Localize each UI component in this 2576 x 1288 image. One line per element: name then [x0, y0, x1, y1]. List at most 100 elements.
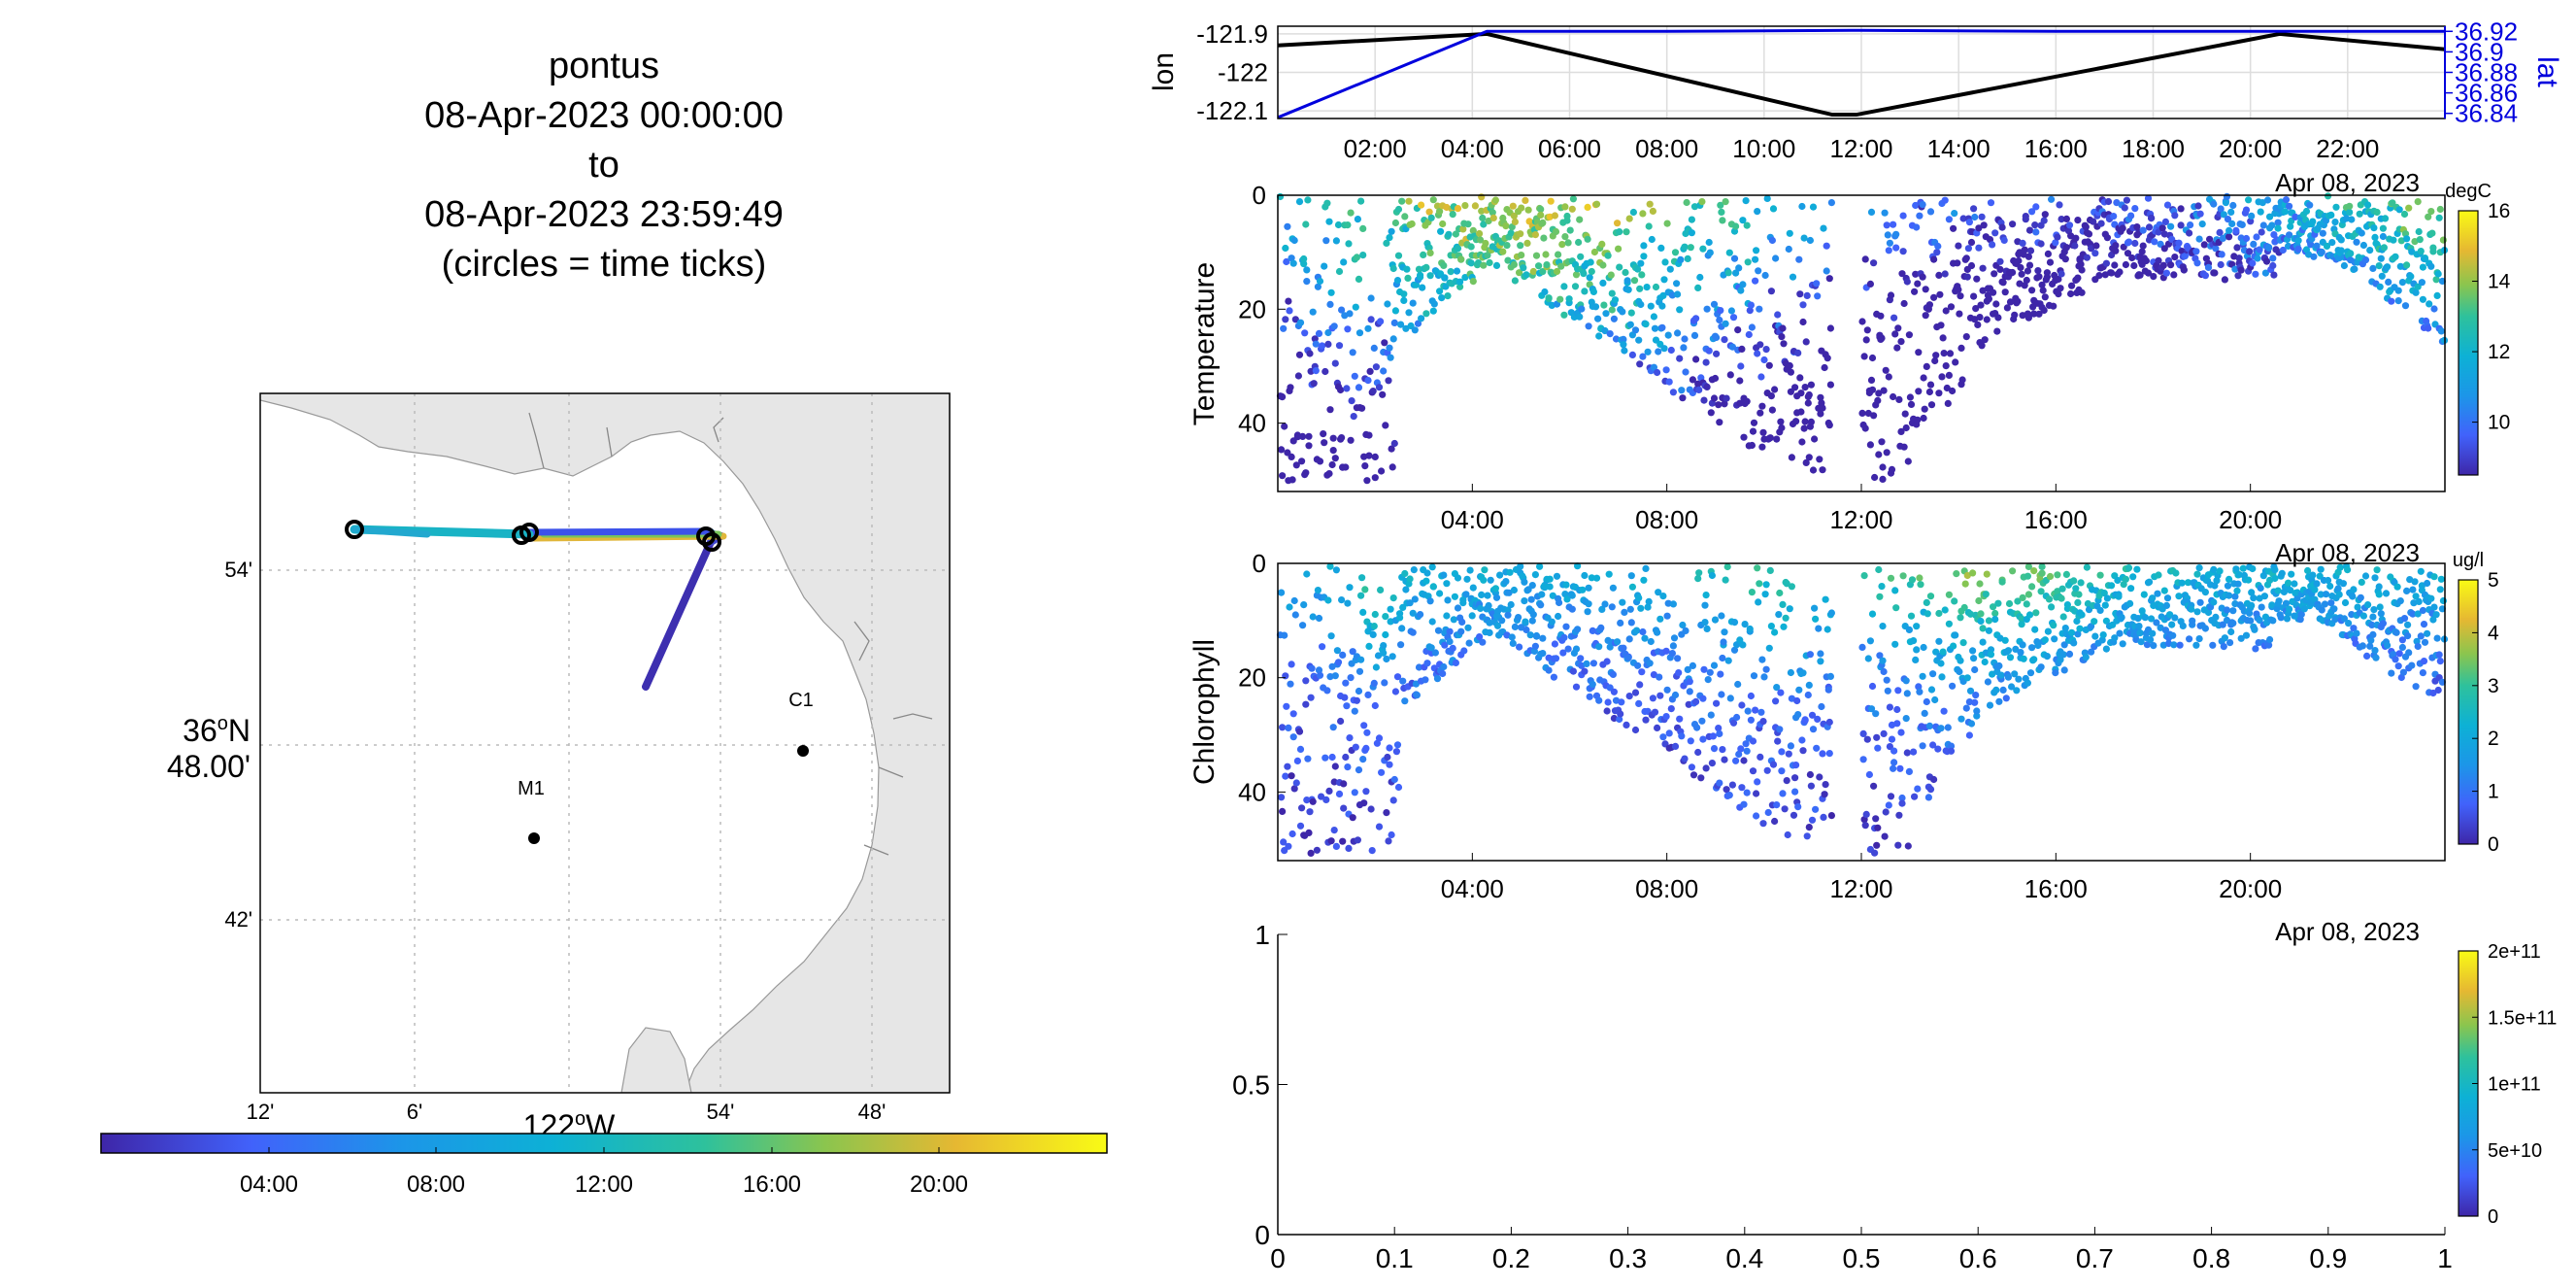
chlorophyll-point [1783, 580, 1790, 588]
temperature-point [1660, 345, 1668, 353]
temperature-point [2019, 239, 2026, 247]
temperature-point [1696, 273, 1704, 282]
temperature-point [1904, 458, 1912, 465]
chlorophyll-point [1610, 688, 1618, 695]
lon-series-line [1277, 31, 2446, 118]
temperature-point [1502, 222, 1510, 230]
temperature-point [1510, 212, 1518, 220]
temperature-point [1772, 254, 1780, 262]
temperature-point [1942, 307, 1950, 315]
temperature-point [1930, 255, 1938, 263]
temperature-point [1748, 323, 1756, 331]
temperature-point [1992, 300, 2000, 308]
chlorophyll-point [1807, 782, 1815, 790]
chlorophyll-point [1999, 686, 2007, 695]
chlorophyll-point [2025, 611, 2034, 619]
position-y-tick-label-right: 36.92 [2455, 17, 2518, 46]
colorbar-tick-label: 0 [2488, 833, 2499, 856]
temperature-point [2250, 240, 2258, 248]
chlorophyll-point [1383, 809, 1390, 817]
temperature-point [2102, 259, 2110, 267]
temperature-point [1564, 239, 1572, 247]
chlorophyll-point [1601, 600, 1609, 608]
temperature-point [2210, 200, 2218, 208]
temperature-point [1705, 238, 1713, 247]
chlorophyll-point [1603, 707, 1611, 715]
chlorophyll-point [1563, 595, 1571, 603]
temperature-point [1798, 438, 1806, 446]
chlorophyll-point [2178, 579, 2186, 587]
temperature-point [1923, 362, 1930, 370]
temperature-point [1623, 228, 1630, 236]
temperature-point [2046, 258, 2055, 266]
chlorophyll-point [2220, 643, 2227, 651]
temperature-point [1710, 394, 1719, 402]
chlorophyll-point [2169, 631, 2177, 639]
chlorophyll-point [2288, 570, 2295, 578]
chlorophyll-point [1417, 611, 1424, 619]
chlorophyll-point [1890, 747, 1898, 755]
chlorophyll-point [1319, 643, 1326, 651]
temperature-point [1279, 472, 1287, 480]
chlorophyll-point [2326, 582, 2334, 591]
chlorophyll-point [1986, 701, 1994, 709]
temperature-point [2061, 255, 2069, 263]
chlorophyll-point [2369, 613, 2377, 621]
chlorophyll-point [1754, 564, 1761, 572]
chlorophyll-point [2229, 620, 2237, 627]
chlorophyll-point [1508, 633, 1516, 641]
chlorophyll-point [2404, 621, 2412, 628]
temperature-point [1531, 231, 1539, 239]
chlorophyll-point [1332, 842, 1340, 851]
temperature-point [1944, 399, 1952, 407]
chlorophyll-point [1399, 677, 1407, 685]
chlorophyll-point [1386, 744, 1393, 752]
temperature-point [1627, 309, 1635, 317]
temperature-point [2038, 281, 2046, 288]
chlorophyll-point [1938, 673, 1946, 681]
temperature-point [1561, 233, 1569, 241]
temperature-point [2128, 254, 2136, 262]
chlorophyll-point [1357, 656, 1365, 663]
temperature-point [1630, 277, 1639, 285]
temperature-point [1296, 319, 1305, 326]
temperature-point [1993, 327, 2001, 335]
chlorophyll-point [1346, 734, 1354, 742]
temperature-point [1689, 376, 1696, 384]
chlorophyll-point [1649, 695, 1656, 702]
chlorophyll-point [1360, 799, 1368, 807]
temperature-point [2110, 213, 2118, 220]
temperature-point [1363, 477, 1371, 485]
chlorophyll-point [1589, 660, 1597, 667]
station-c1-marker [797, 745, 809, 757]
temperature-point [1804, 399, 1812, 407]
temperature-point [1773, 435, 1781, 443]
temperature-point [1292, 461, 1300, 469]
temperature-point [1823, 355, 1831, 362]
temperature-point [2200, 241, 2208, 249]
chlorophyll-point [2226, 639, 2234, 647]
temperature-point [1651, 324, 1659, 332]
chlorophyll-point [1753, 812, 1760, 820]
temperature-point [1364, 377, 1372, 385]
temperature-point [2403, 261, 2411, 269]
temperature-point [2302, 207, 2311, 216]
temperature-point [1754, 350, 1761, 357]
chlorophyll-point [1359, 756, 1367, 763]
chlorophyll-point [1315, 614, 1323, 623]
temperature-point [1663, 220, 1671, 227]
temperature-point [2031, 221, 2039, 229]
chlorophyll-point [1755, 598, 1762, 606]
chlorophyll-point [1826, 672, 1834, 681]
temperature-point [2379, 232, 2387, 241]
chlorophyll-point [1642, 716, 1650, 724]
temperature-point [1801, 384, 1809, 391]
chlorophyll-point [1742, 740, 1750, 748]
chlorophyll-point [1640, 576, 1648, 584]
chlorophyll-ylabel: Chlorophyll [1188, 639, 1221, 785]
temperature-point [1595, 332, 1603, 340]
chlorophyll-point [1998, 578, 2006, 586]
temperature-point [1335, 342, 1344, 350]
map-lon-label-6: 6' [407, 1100, 422, 1124]
